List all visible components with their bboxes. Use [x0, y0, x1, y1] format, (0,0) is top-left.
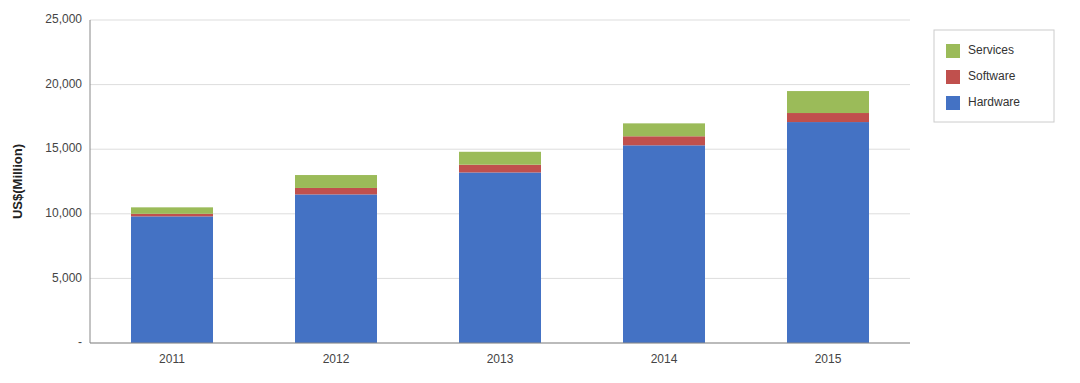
bar-segment [459, 165, 541, 173]
chart-svg: -5,00010,00015,00020,00025,0002011201220… [0, 0, 1080, 383]
x-tick-label: 2013 [487, 352, 514, 366]
legend-label: Software [968, 69, 1016, 83]
bar-segment [131, 216, 213, 343]
bar-segment [787, 91, 869, 113]
y-tick-label: 10,000 [45, 206, 82, 220]
legend-swatch [946, 96, 960, 110]
legend-label: Hardware [968, 95, 1020, 109]
bar-segment [131, 214, 213, 217]
y-tick-label: 20,000 [45, 77, 82, 91]
bar-segment [131, 207, 213, 213]
x-tick-label: 2011 [159, 352, 185, 366]
grid-line [90, 343, 910, 344]
bar-segment [295, 194, 377, 343]
legend-label: Services [968, 43, 1014, 57]
y-tick-label: 25,000 [45, 12, 82, 26]
bar-segment [459, 172, 541, 343]
chart-container: -5,00010,00015,00020,00025,0002011201220… [0, 0, 1080, 383]
grid-line [90, 84, 910, 85]
bar-segment [623, 136, 705, 145]
bars [131, 91, 869, 343]
bar-segment [623, 123, 705, 136]
legend-frame [934, 30, 1054, 122]
bar-segment [787, 113, 869, 122]
bar-segment [295, 175, 377, 188]
x-tick-label: 2014 [651, 352, 678, 366]
legend-swatch [946, 70, 960, 84]
grid-line [90, 20, 910, 21]
y-ticks: - 5,000 10,000 15,000 20,000 25,000 [45, 12, 82, 349]
bar-segment [295, 188, 377, 194]
x-axis-line [90, 343, 910, 344]
x-tick-label: 2015 [815, 352, 842, 366]
x-ticks: 2011 2012 2013 2014 2015 [159, 352, 842, 366]
legend-swatch [946, 44, 960, 58]
bar-segment [459, 152, 541, 165]
bar-segment [623, 145, 705, 343]
y-axis-label: US$(Million) [10, 144, 25, 219]
y-tick-label: - [78, 335, 82, 349]
grid [90, 20, 910, 343]
y-axis-line [90, 20, 91, 343]
y-tick-label: 15,000 [45, 141, 82, 155]
bar-segment [787, 122, 869, 343]
legend: Services Software Hardware [934, 30, 1054, 122]
x-tick-label: 2012 [323, 352, 350, 366]
y-tick-label: 5,000 [52, 271, 82, 285]
